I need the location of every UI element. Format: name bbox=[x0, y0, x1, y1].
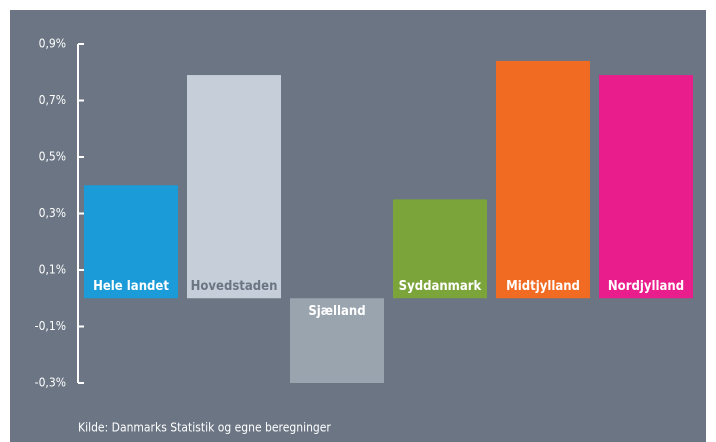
y-tick-label: 0,1% bbox=[39, 263, 66, 277]
y-tick-label: 0,7% bbox=[39, 93, 66, 107]
y-tick-label: 0,9% bbox=[39, 37, 66, 51]
bar bbox=[290, 298, 384, 383]
bar-label: Hovedstaden bbox=[191, 279, 278, 294]
bar-label: Sjælland bbox=[308, 304, 365, 319]
bar-label: Syddanmark bbox=[399, 279, 482, 294]
y-tick-label: 0,5% bbox=[39, 150, 66, 164]
bar-label: Nordjylland bbox=[608, 279, 684, 294]
y-tick-label: 0,3% bbox=[39, 206, 66, 220]
bar-label: Hele landet bbox=[93, 279, 169, 294]
bar bbox=[187, 75, 281, 299]
bar-label: Midtjylland bbox=[506, 279, 580, 294]
bar bbox=[393, 199, 487, 299]
y-tick-label: -0,1% bbox=[35, 319, 66, 333]
bar bbox=[496, 60, 590, 299]
source: Kilde: Danmarks Statistik og egne beregn… bbox=[78, 421, 331, 435]
bar bbox=[84, 185, 178, 299]
bar bbox=[599, 75, 693, 299]
y-tick-label: -0,3% bbox=[35, 376, 66, 390]
